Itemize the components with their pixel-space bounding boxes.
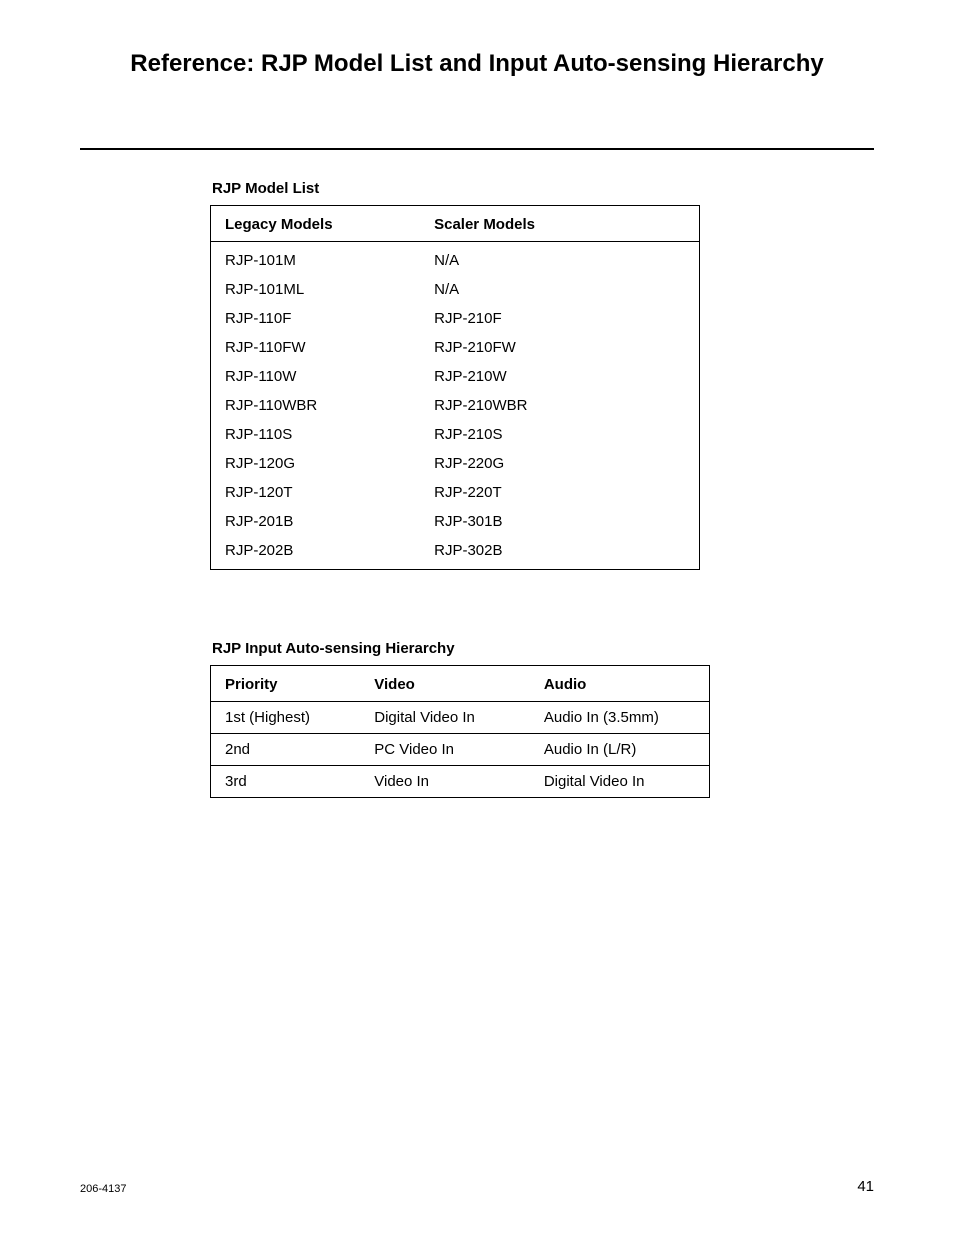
table-cell: N/A bbox=[420, 275, 699, 304]
footer: 206-4137 41 bbox=[80, 1178, 874, 1195]
model-list-title: RJP Model List bbox=[212, 180, 874, 197]
table-cell: RJP-210W bbox=[420, 362, 699, 391]
table-cell: RJP-110S bbox=[211, 420, 421, 449]
table-cell: 1st (Highest) bbox=[211, 702, 361, 734]
table-row: RJP-201BRJP-301B bbox=[211, 507, 700, 536]
table-cell: RJP-101M bbox=[211, 242, 421, 276]
table-header-row: Legacy Models Scaler Models bbox=[211, 206, 700, 242]
table-row: 3rdVideo InDigital Video In bbox=[211, 766, 710, 798]
table-header-row: Priority Video Audio bbox=[211, 666, 710, 702]
page: Reference: RJP Model List and Input Auto… bbox=[0, 0, 954, 1235]
table-cell: RJP-120T bbox=[211, 478, 421, 507]
table-row: RJP-101MN/A bbox=[211, 242, 700, 276]
model-list-section: RJP Model List Legacy Models Scaler Mode… bbox=[210, 180, 874, 570]
table-cell: RJP-210F bbox=[420, 304, 699, 333]
page-title: Reference: RJP Model List and Input Auto… bbox=[80, 50, 874, 78]
table-cell: RJP-302B bbox=[420, 536, 699, 570]
table-row: RJP-120GRJP-220G bbox=[211, 449, 700, 478]
table-row: RJP-101MLN/A bbox=[211, 275, 700, 304]
model-list-body: RJP-101MN/ARJP-101MLN/ARJP-110FRJP-210FR… bbox=[211, 242, 700, 570]
table-row: RJP-110WBRRJP-210WBR bbox=[211, 391, 700, 420]
hierarchy-title: RJP Input Auto-sensing Hierarchy bbox=[212, 640, 874, 657]
table-row: RJP-110WRJP-210W bbox=[211, 362, 700, 391]
table-cell: RJP-110FW bbox=[211, 333, 421, 362]
table-cell: Video In bbox=[360, 766, 530, 798]
col-audio: Audio bbox=[530, 666, 710, 702]
table-cell: 2nd bbox=[211, 734, 361, 766]
col-priority: Priority bbox=[211, 666, 361, 702]
table-cell: RJP-101ML bbox=[211, 275, 421, 304]
table-cell: RJP-210S bbox=[420, 420, 699, 449]
table-cell: RJP-120G bbox=[211, 449, 421, 478]
table-cell: RJP-110W bbox=[211, 362, 421, 391]
table-cell: RJP-110F bbox=[211, 304, 421, 333]
table-cell: RJP-210FW bbox=[420, 333, 699, 362]
col-video: Video bbox=[360, 666, 530, 702]
table-cell: Digital Video In bbox=[530, 766, 710, 798]
col-scaler: Scaler Models bbox=[420, 206, 699, 242]
table-cell: PC Video In bbox=[360, 734, 530, 766]
table-row: RJP-110FRJP-210F bbox=[211, 304, 700, 333]
table-cell: RJP-301B bbox=[420, 507, 699, 536]
table-cell: 3rd bbox=[211, 766, 361, 798]
table-cell: RJP-210WBR bbox=[420, 391, 699, 420]
table-cell: RJP-220T bbox=[420, 478, 699, 507]
hierarchy-section: RJP Input Auto-sensing Hierarchy Priorit… bbox=[210, 640, 874, 798]
hierarchy-body: 1st (Highest)Digital Video InAudio In (3… bbox=[211, 702, 710, 798]
table-row: RJP-110SRJP-210S bbox=[211, 420, 700, 449]
table-cell: Audio In (L/R) bbox=[530, 734, 710, 766]
hierarchy-table: Priority Video Audio 1st (Highest)Digita… bbox=[210, 665, 710, 798]
table-cell: Digital Video In bbox=[360, 702, 530, 734]
divider bbox=[80, 148, 874, 150]
table-row: 1st (Highest)Digital Video InAudio In (3… bbox=[211, 702, 710, 734]
doc-number: 206-4137 bbox=[80, 1183, 127, 1195]
col-legacy: Legacy Models bbox=[211, 206, 421, 242]
table-row: RJP-120TRJP-220T bbox=[211, 478, 700, 507]
table-cell: Audio In (3.5mm) bbox=[530, 702, 710, 734]
table-cell: RJP-201B bbox=[211, 507, 421, 536]
table-row: RJP-202BRJP-302B bbox=[211, 536, 700, 570]
table-cell: N/A bbox=[420, 242, 699, 276]
table-cell: RJP-110WBR bbox=[211, 391, 421, 420]
table-row: RJP-110FWRJP-210FW bbox=[211, 333, 700, 362]
model-list-table: Legacy Models Scaler Models RJP-101MN/AR… bbox=[210, 205, 700, 570]
table-cell: RJP-202B bbox=[211, 536, 421, 570]
page-number: 41 bbox=[857, 1178, 874, 1195]
table-row: 2ndPC Video InAudio In (L/R) bbox=[211, 734, 710, 766]
table-cell: RJP-220G bbox=[420, 449, 699, 478]
